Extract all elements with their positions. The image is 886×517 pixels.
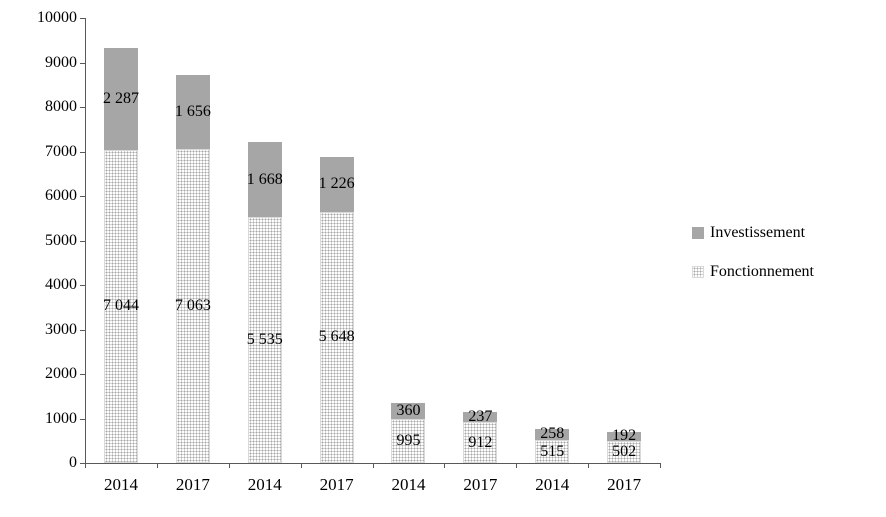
- bar-segment-fonctionnement: [103, 149, 138, 463]
- y-tick-label: 3000: [45, 320, 77, 338]
- bar-segment-investissement: [391, 402, 426, 419]
- y-tick-mark: [80, 374, 85, 375]
- data-label-fonctionnement: 515: [540, 442, 565, 460]
- bar-segment-investissement: [175, 75, 210, 149]
- data-label-investissement: 360: [396, 401, 421, 419]
- legend: Investissement Fonctionnement: [692, 224, 814, 302]
- y-tick-label: 0: [69, 454, 77, 471]
- x-tick-label: 2017: [175, 475, 210, 494]
- data-label-fonctionnement: 7 063: [174, 296, 211, 314]
- x-tick-label: 2014: [535, 475, 570, 494]
- legend-item-investissement: Investissement: [692, 224, 814, 242]
- x-tick-mark: [588, 463, 590, 468]
- fonctionnement-swatch-icon: [692, 266, 704, 278]
- bar-segment-fonctionnement: [175, 148, 210, 463]
- data-label-investissement: 1 656: [174, 102, 211, 120]
- data-label-investissement: 237: [468, 408, 493, 426]
- x-tick-label: 2017: [463, 475, 498, 494]
- x-tick-mark: [660, 463, 661, 468]
- x-tick-mark: [372, 463, 374, 468]
- data-label-investissement: 258: [540, 425, 565, 443]
- data-label-investissement: 192: [612, 427, 637, 445]
- y-tick-mark: [80, 18, 85, 19]
- data-label-investissement: 1 668: [246, 170, 283, 188]
- data-label-fonctionnement: 502: [612, 442, 637, 460]
- y-tick-mark: [80, 418, 85, 420]
- bar-segment-investissement: [607, 432, 642, 441]
- x-tick-mark: [300, 463, 302, 468]
- bar-segment-investissement: [535, 428, 570, 441]
- data-label-fonctionnement: 995: [396, 431, 421, 449]
- bar-segment-fonctionnement: [247, 216, 282, 463]
- y-tick-mark: [80, 240, 85, 242]
- bar-segment-investissement: [103, 47, 138, 150]
- y-tick-mark: [80, 463, 85, 464]
- y-tick-mark: [80, 62, 85, 64]
- x-tick-label: 2014: [391, 475, 426, 494]
- y-tick-label: 4000: [45, 276, 77, 293]
- y-tick-label: 10000: [37, 9, 77, 26]
- y-tick-mark: [80, 285, 85, 286]
- y-tick-label: 7000: [45, 142, 77, 160]
- data-label-fonctionnement: 912: [468, 433, 493, 451]
- x-tick-mark: [444, 463, 446, 468]
- y-tick-mark: [80, 107, 85, 108]
- legend-item-fonctionnement: Fonctionnement: [692, 263, 814, 281]
- y-tick-mark: [80, 151, 85, 153]
- bar-segment-fonctionnement: [607, 440, 642, 463]
- y-tick-label: 1000: [45, 409, 77, 427]
- legend-label-fonctionnement: Fonctionnement: [710, 263, 814, 280]
- data-label-fonctionnement: 5 648: [318, 328, 355, 346]
- legend-label-investissement: Investissement: [710, 224, 806, 241]
- y-tick-mark: [80, 196, 85, 197]
- y-tick-label: 2000: [45, 365, 77, 382]
- y-tick-label: 5000: [45, 231, 77, 249]
- x-tick-label: 2017: [319, 475, 354, 494]
- y-tick-label: 8000: [45, 98, 77, 115]
- data-label-fonctionnement: 5 535: [246, 330, 283, 348]
- data-label-investissement: 1 226: [318, 175, 355, 193]
- x-tick-label: 2017: [607, 475, 642, 494]
- investissement-swatch-icon: [692, 227, 704, 239]
- data-label-investissement: 2 287: [102, 89, 139, 107]
- x-tick-mark: [516, 463, 518, 468]
- x-tick-mark: [85, 463, 86, 468]
- bar-segment-investissement: [463, 411, 498, 423]
- y-tick-label: 9000: [45, 53, 77, 71]
- x-tick-mark: [156, 463, 158, 468]
- bar-segment-investissement: [319, 157, 354, 212]
- bar-segment-investissement: [247, 142, 282, 217]
- x-tick-label: 2014: [103, 475, 138, 494]
- bar-segment-fonctionnement: [535, 440, 570, 463]
- data-label-fonctionnement: 7 044: [102, 297, 139, 315]
- x-tick-label: 2014: [247, 475, 282, 494]
- y-tick-label: 6000: [45, 187, 77, 204]
- bar-segment-fonctionnement: [319, 211, 354, 463]
- bar-segment-fonctionnement: [391, 418, 426, 463]
- x-axis-line: [85, 463, 661, 464]
- bar-segment-fonctionnement: [463, 422, 498, 463]
- y-axis-line: [85, 18, 86, 463]
- x-tick-mark: [228, 463, 230, 468]
- y-tick-mark: [80, 329, 85, 331]
